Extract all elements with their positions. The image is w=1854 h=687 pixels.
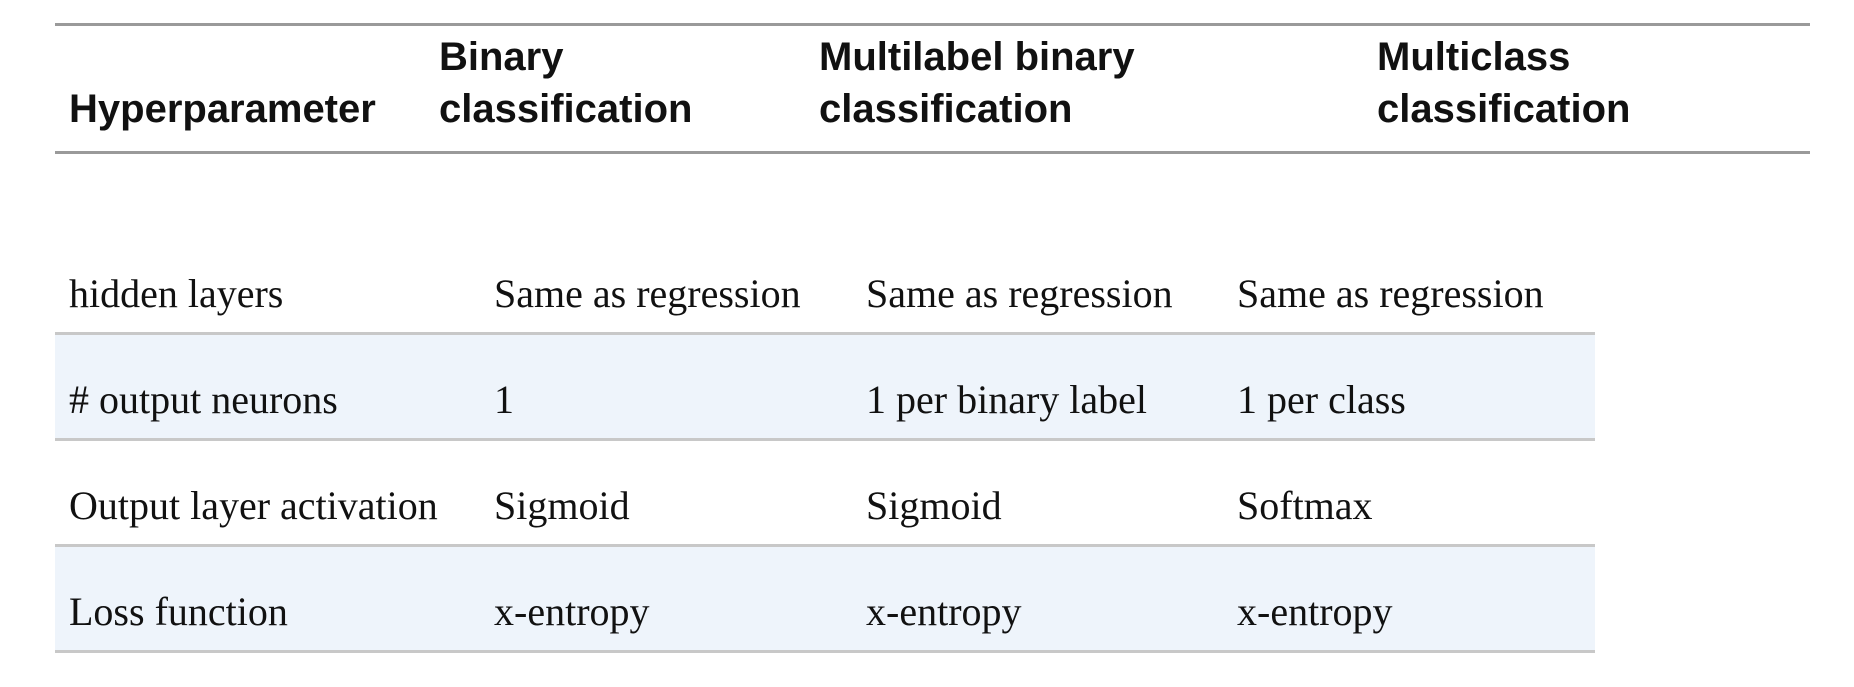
table-cell: Sigmoid [866, 483, 1002, 528]
header-binary-classification: Binary classification [439, 35, 693, 131]
table-cell: Sigmoid [494, 483, 630, 528]
table-row: # output neurons 1 1 per binary label 1 … [55, 335, 1595, 441]
table-cell: Same as regression [1237, 271, 1544, 316]
table-cell: 1 per binary label [866, 377, 1147, 422]
table-cell: Same as regression [494, 271, 801, 316]
header-hyperparameter: Hyperparameter [69, 87, 376, 131]
table-row: hidden layers Same as regression Same as… [55, 231, 1595, 335]
row-label: # output neurons [69, 377, 338, 422]
table-cell: x-entropy [1237, 589, 1393, 634]
table-cell: Same as regression [866, 271, 1173, 316]
table-cell: x-entropy [494, 589, 650, 634]
row-label: hidden layers [69, 271, 284, 316]
table-cell: 1 per class [1237, 377, 1406, 422]
table-cell: Softmax [1237, 483, 1373, 528]
table-row: Output layer activation Sigmoid Sigmoid … [55, 441, 1595, 547]
table-header: Hyperparameter Binary classification Mul… [55, 23, 1810, 154]
row-label: Loss function [69, 589, 288, 634]
row-label: Output layer activation [69, 483, 438, 528]
table-cell: x-entropy [866, 589, 1022, 634]
table-cell: 1 [494, 377, 514, 422]
header-multiclass-classification: Multiclass classification [1377, 35, 1631, 131]
header-multilabel-binary-classification: Multilabel binary classification [819, 35, 1135, 131]
table-row: Loss function x-entropy x-entropy x-entr… [55, 547, 1595, 653]
